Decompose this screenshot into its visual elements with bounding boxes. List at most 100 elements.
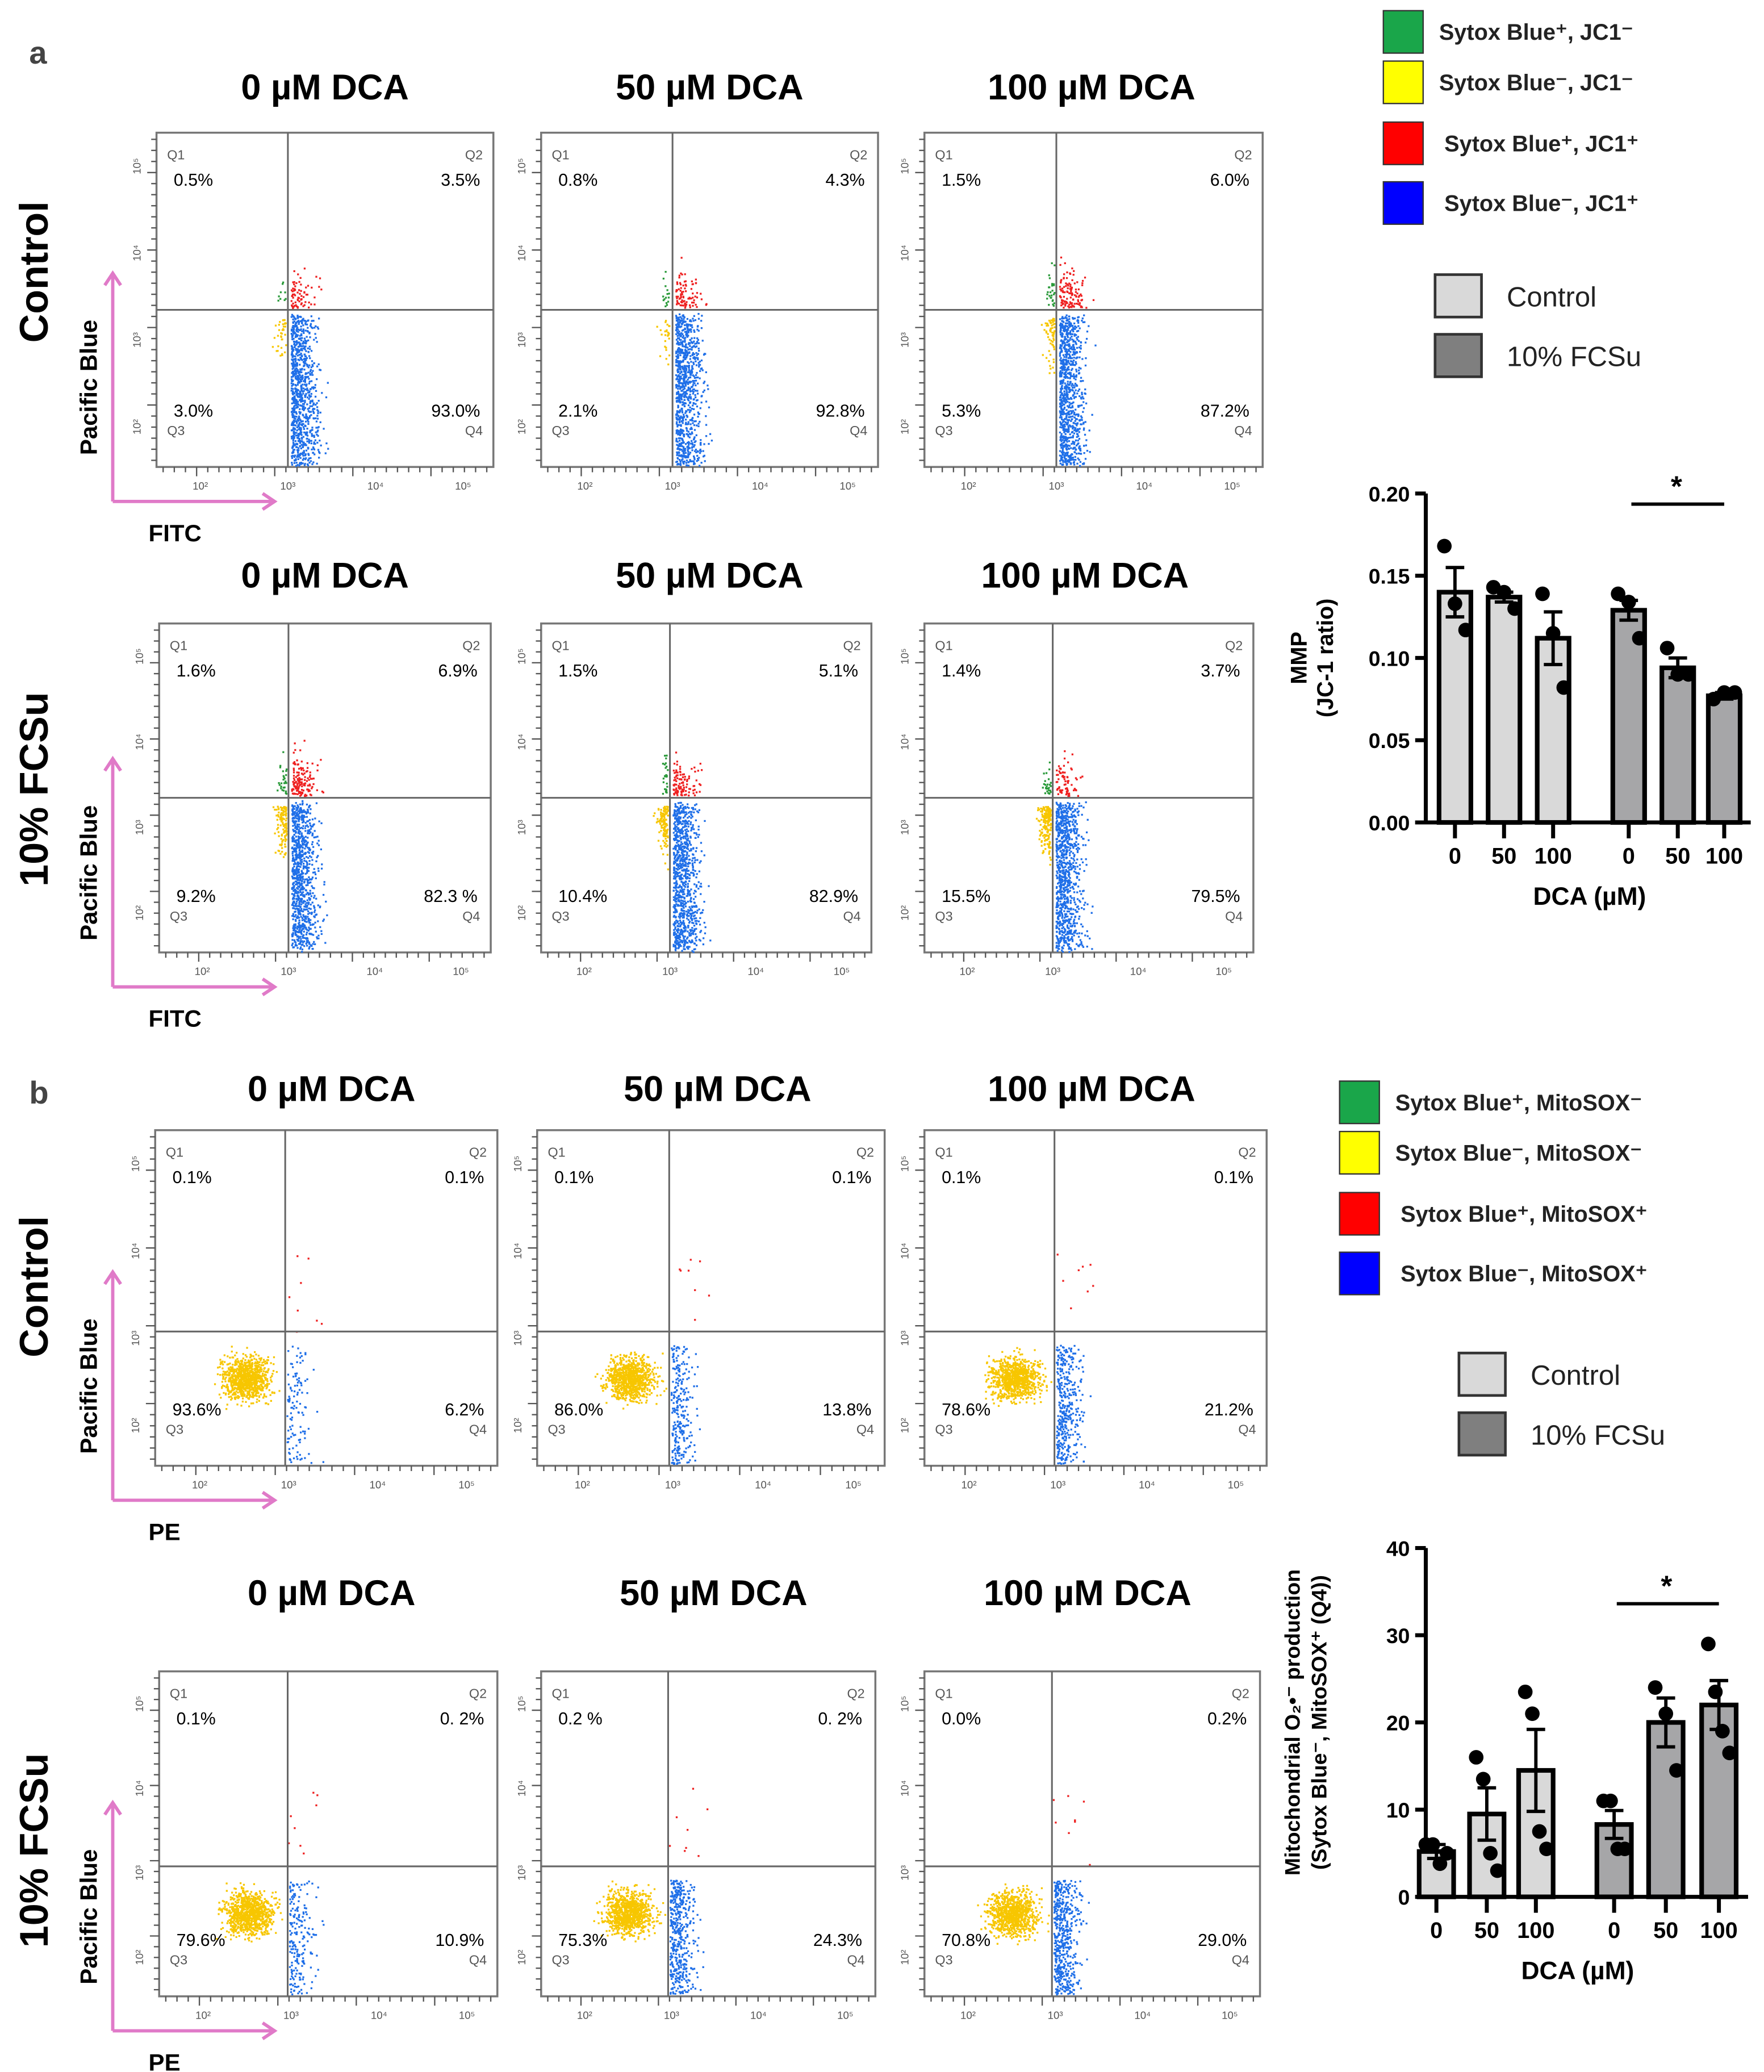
- event-dot: [313, 362, 315, 365]
- event-dot: [1063, 356, 1065, 358]
- event-dot: [304, 843, 306, 846]
- event-dot: [1065, 354, 1068, 357]
- quadrant-name: Q2: [462, 638, 480, 653]
- event-dot: [308, 847, 311, 849]
- event-dot: [676, 302, 679, 304]
- event-dot: [281, 354, 283, 356]
- event-dot: [692, 361, 695, 364]
- event-dot: [696, 424, 698, 427]
- event-dot: [292, 445, 295, 447]
- event-dot: [296, 375, 298, 377]
- event-dot: [695, 345, 698, 348]
- event-dot: [687, 872, 689, 875]
- event-dot: [1083, 445, 1085, 447]
- event-dot: [307, 423, 310, 425]
- event-dot: [704, 460, 706, 462]
- event-dot: [300, 345, 303, 348]
- event-dot: [300, 303, 302, 306]
- event-dot: [680, 320, 683, 322]
- event-dot: [278, 329, 281, 331]
- event-dot: [297, 320, 300, 322]
- event-dot: [1072, 339, 1075, 341]
- event-dot: [283, 786, 286, 789]
- event-dot: [313, 441, 315, 444]
- event-dot: [1070, 420, 1072, 422]
- event-dot: [304, 827, 306, 829]
- event-dot: [285, 298, 287, 300]
- event-dot: [292, 409, 294, 412]
- event-dot: [1069, 389, 1072, 391]
- event-dot: [303, 431, 306, 434]
- event-dot: [1059, 391, 1061, 394]
- event-dot: [681, 437, 683, 440]
- event-dot: [291, 314, 294, 316]
- event-dot: [298, 831, 300, 833]
- event-dot: [1059, 396, 1061, 399]
- event-dot: [294, 830, 296, 832]
- event-dot: [1060, 424, 1063, 426]
- event-dot: [300, 444, 303, 446]
- event-dot: [311, 901, 313, 904]
- event-dot: [291, 362, 293, 365]
- event-dot: [294, 880, 296, 883]
- event-dot: [1059, 318, 1061, 320]
- event-dot: [1071, 389, 1073, 391]
- event-dot: [687, 371, 689, 374]
- event-dot: [1059, 286, 1061, 288]
- event-dot: [292, 296, 294, 299]
- event-dot: [1084, 433, 1086, 436]
- event-dot: [1076, 330, 1079, 332]
- event-dot: [694, 319, 697, 321]
- event-dot: [318, 450, 320, 453]
- event-dot: [1064, 425, 1066, 428]
- quadrant-name: Q3: [935, 423, 952, 438]
- event-dot: [676, 325, 678, 327]
- event-dot: [301, 423, 303, 425]
- event-dot: [294, 763, 296, 766]
- event-dot: [317, 412, 319, 415]
- event-dot: [703, 454, 705, 457]
- event-dot: [300, 855, 302, 858]
- event-dot: [1065, 282, 1067, 285]
- event-dot: [1070, 412, 1073, 415]
- event-dot: [294, 824, 296, 826]
- event-dot: [308, 806, 310, 809]
- event-dot: [1043, 329, 1046, 331]
- event-dot: [684, 307, 687, 309]
- quadrant-percent-q1: 0.8%: [558, 171, 597, 190]
- event-dot: [306, 383, 308, 386]
- event-dot: [686, 429, 688, 432]
- event-dot: [317, 844, 320, 846]
- event-dot: [291, 305, 294, 307]
- event-dot: [692, 293, 694, 295]
- event-dot: [303, 383, 306, 386]
- event-dot: [316, 326, 319, 328]
- event-dot: [302, 380, 305, 382]
- event-dot: [691, 326, 693, 328]
- event-dot: [699, 361, 701, 363]
- event-dot: [1063, 361, 1065, 364]
- event-dot: [302, 878, 304, 880]
- event-dot: [311, 841, 314, 843]
- event-dot: [311, 912, 313, 914]
- event-dot: [310, 808, 312, 811]
- event-dot: [693, 445, 695, 448]
- event-dot: [689, 862, 691, 864]
- event-dot: [1059, 454, 1061, 457]
- event-dot: [304, 454, 307, 456]
- event-dot: [311, 876, 314, 879]
- event-dot: [675, 386, 678, 389]
- event-dot: [308, 442, 311, 444]
- event-dot: [1072, 442, 1075, 444]
- event-dot: [672, 872, 675, 874]
- event-dot: [692, 408, 695, 410]
- event-dot: [296, 369, 299, 371]
- event-dot: [299, 781, 302, 783]
- event-dot: [306, 856, 308, 858]
- event-dot: [302, 453, 304, 455]
- event-dot: [676, 337, 679, 340]
- event-dot: [302, 324, 304, 327]
- event-dot: [685, 392, 688, 395]
- event-dot: [1064, 398, 1066, 400]
